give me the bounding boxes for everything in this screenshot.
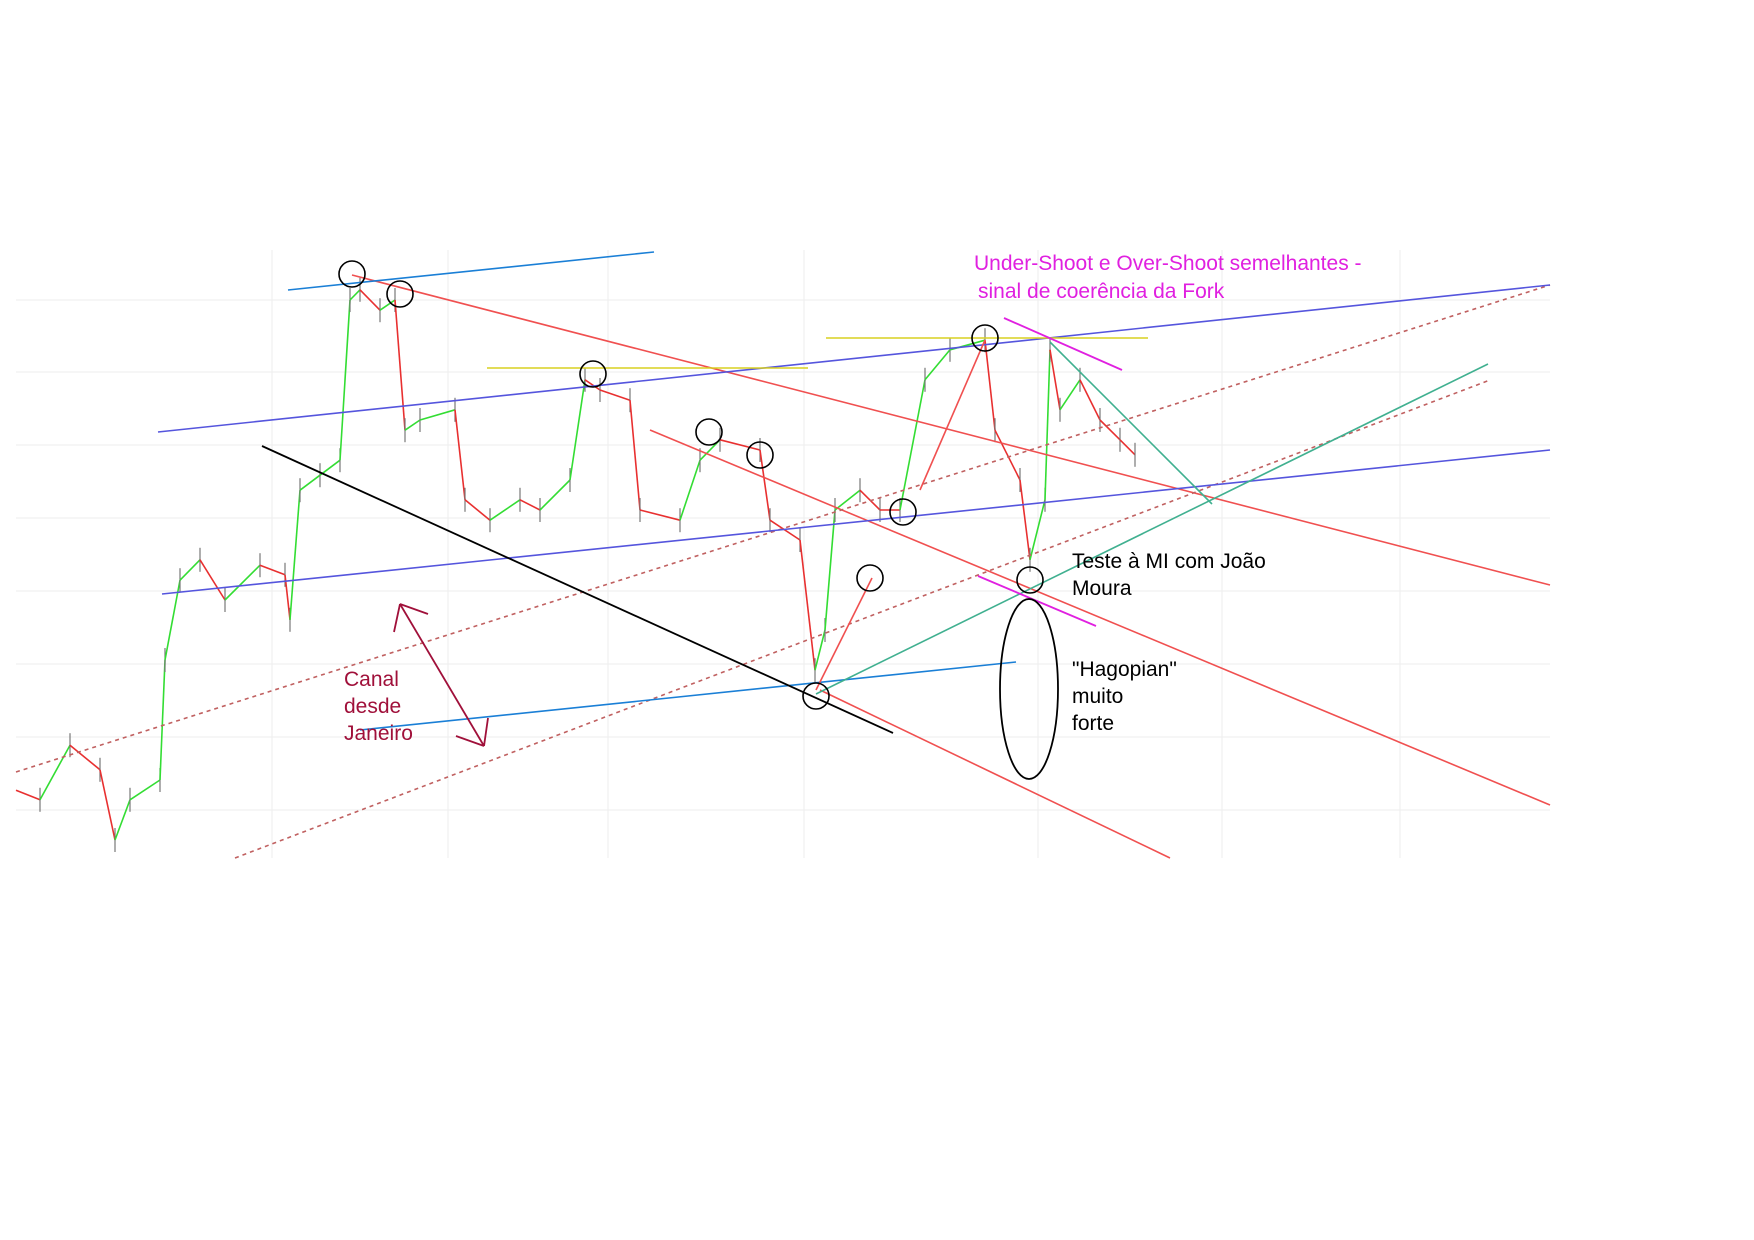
dotted-channel-lower [234,379,1491,859]
hagopian-ellipse [999,598,1059,780]
price-segment [454,409,466,500]
price-segment [114,799,131,841]
price-segment [519,499,541,511]
price-segment [1019,479,1031,560]
price-segment [15,789,41,801]
price-segment [464,499,491,521]
canal-arrowhead-bottom [455,735,485,747]
price-segment [394,299,406,431]
price-segment [599,389,631,401]
price-segment [679,459,701,521]
price-segment [419,409,456,421]
price-segment [284,574,291,620]
price-segment [1059,379,1081,411]
teal-line-2 [1049,341,1213,505]
price-segment [984,340,996,431]
fork-median-line [351,274,1551,586]
highlight-circle [386,280,414,308]
price-segment [99,769,116,841]
highlight-circle [579,360,607,388]
price-segment [224,564,261,601]
fork-lower-line-2 [819,689,1171,859]
price-segment [834,489,861,511]
hagopian-note: "Hagopian" muito forte [1072,658,1177,735]
price-segment [69,744,101,771]
highlight-circle [338,260,366,288]
highlight-circle [971,324,999,352]
price-segment [199,559,226,601]
blue-channel-lower [161,449,1551,595]
price-segment [404,419,421,431]
price-segment [1044,349,1051,500]
price-segment [1079,379,1101,421]
highlight-circle [1016,566,1044,594]
price-segment [1119,439,1136,456]
price-segment [289,490,301,620]
price-segment [759,449,771,521]
highlight-circle [856,564,884,592]
canal-note: Canal desde Janeiro [344,668,413,745]
canal-arrowhead-top [399,603,429,615]
price-segment [349,289,361,301]
canal-arrow [399,603,485,747]
canal-arrowhead-top-2 [393,603,401,633]
magenta-undershoot-line [977,575,1097,627]
magenta-overshoot-line [1003,317,1123,371]
price-segment [129,779,161,801]
fork-note-line2: sinal de coerência da Fork [978,280,1225,303]
light-blue-line-top [287,251,655,291]
price-segment [639,509,681,521]
fork-lower-line [649,429,1551,806]
fork-note-line1: Under-Shoot e Over-Shoot semelhantes - [974,252,1362,275]
price-segment [539,479,571,511]
highlight-circle [802,682,830,710]
red-leg-2 [919,339,986,491]
price-segment [584,379,601,391]
price-segment [814,629,826,671]
teal-line [815,363,1489,695]
highlight-circle [746,441,774,469]
price-segment [719,439,761,451]
price-segment [359,289,381,311]
price-segment [339,299,351,461]
price-segment [489,499,521,521]
price-segment [319,459,341,476]
highlight-circle [889,498,917,526]
price-segment [299,474,321,491]
price-segment [259,564,286,576]
price-segment [994,429,1021,481]
light-blue-line-bottom [359,661,1017,731]
price-segment [799,539,816,671]
price-segment [569,379,586,481]
price-segment [379,299,396,311]
blue-channel-upper [157,284,1551,433]
price-segment [1029,499,1046,560]
red-leg-1 [815,577,873,691]
price-segment [164,580,181,661]
highlight-circle [695,418,723,446]
price-segment [824,509,836,631]
price-segment [899,379,926,511]
canal-arrowhead-bottom-2 [483,717,489,747]
price-segment [924,349,951,381]
price-segment [1049,349,1061,410]
price-segment [629,400,641,511]
black-trendline [261,445,894,734]
price-segment [1099,419,1121,441]
price-segment [39,744,71,801]
price-segment [179,559,201,581]
teste-note: Teste à MI com João Moura [1072,550,1266,600]
price-segment [159,659,166,781]
